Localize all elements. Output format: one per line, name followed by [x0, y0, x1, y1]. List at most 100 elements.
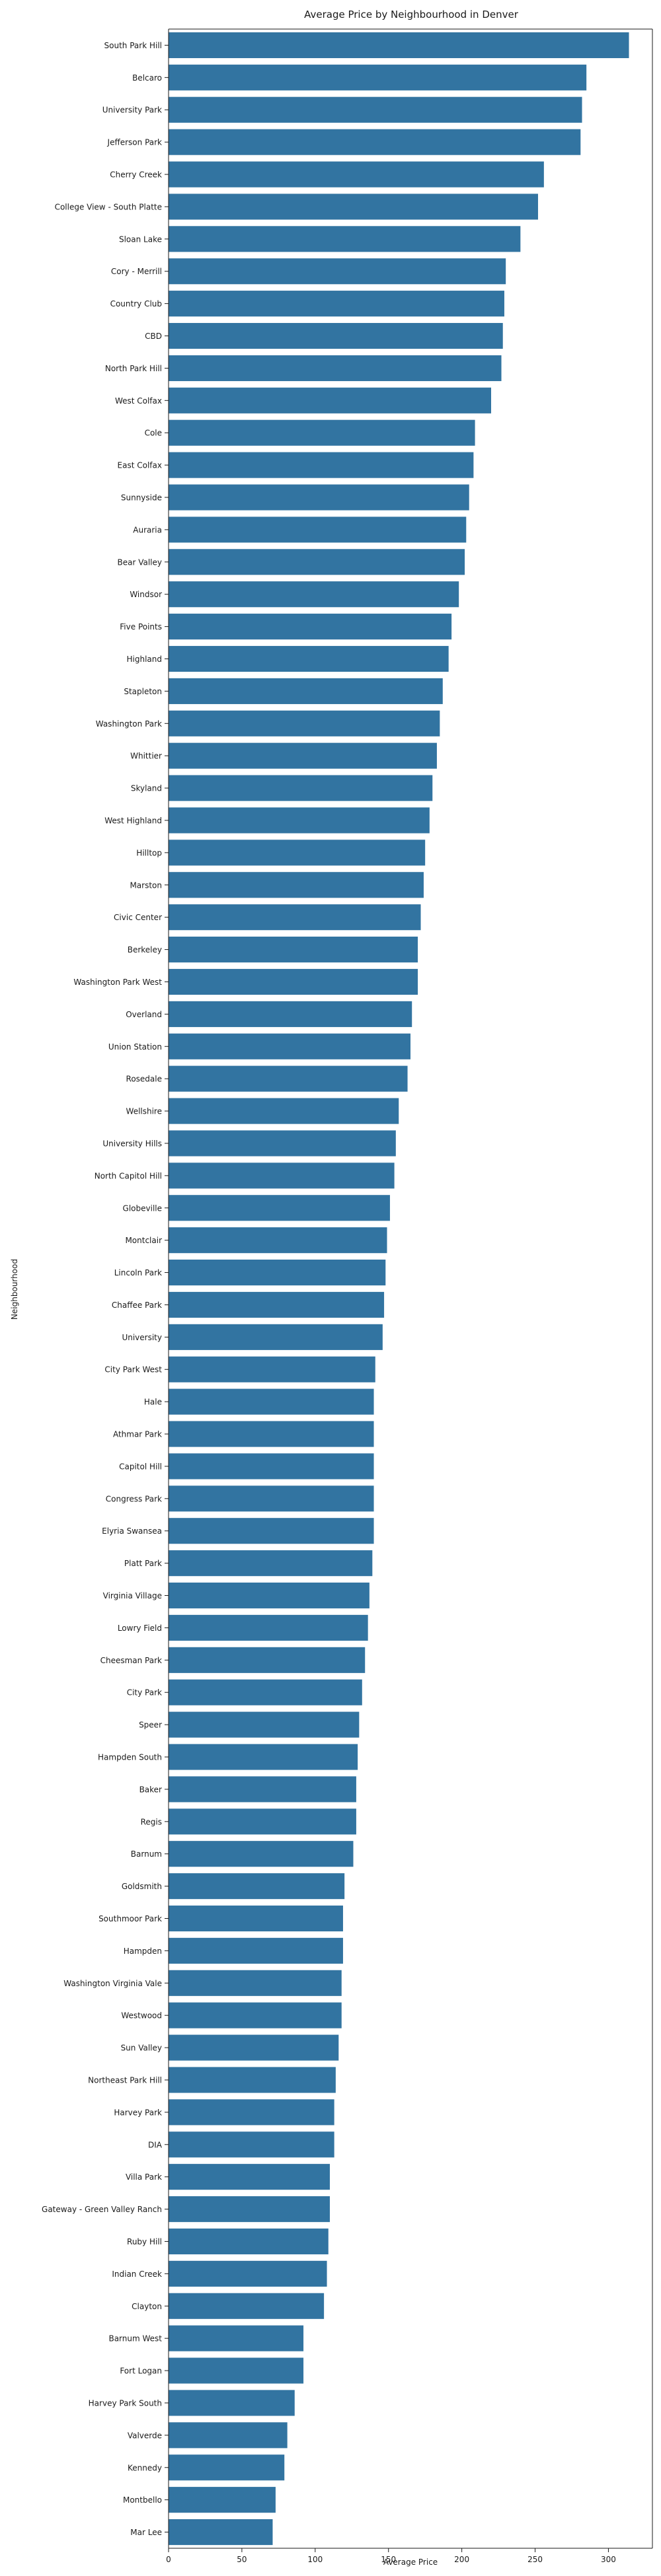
y-tick-label: CBD: [145, 332, 162, 341]
y-tick-label: Ruby Hill: [127, 2237, 162, 2246]
y-tick-label: Washington Virginia Vale: [63, 1979, 162, 1988]
y-tick-label: Lincoln Park: [114, 1268, 162, 1277]
bar: [169, 968, 418, 995]
y-tick-label: Harvey Park South: [89, 2398, 162, 2408]
y-tick-label: Belcaro: [132, 73, 162, 83]
y-tick-label: University Park: [102, 106, 162, 115]
y-tick-label: Cory - Merrill: [111, 267, 162, 276]
bar: [169, 64, 587, 90]
bar: [169, 872, 424, 898]
y-tick-label: North Capitol Hill: [95, 1171, 162, 1180]
bar: [169, 2260, 327, 2287]
y-tick-label: Washington Park West: [73, 978, 162, 987]
y-tick-label: University: [122, 1333, 162, 1342]
y-tick-label: Westwood: [121, 2011, 162, 2021]
bar: [169, 1259, 386, 1286]
y-tick-label: Whittier: [130, 752, 162, 761]
bar: [169, 1841, 354, 1867]
y-tick-label: Capitol Hill: [119, 1462, 162, 1471]
bar: [169, 937, 418, 963]
y-tick-label: Kennedy: [128, 2463, 162, 2472]
y-tick-label: Country Club: [110, 299, 162, 308]
y-tick-label: Harvey Park: [114, 2108, 162, 2117]
bar: [169, 1485, 374, 1512]
bar: [169, 2454, 285, 2481]
y-tick-label: Bear Valley: [118, 557, 163, 567]
y-tick-label: Goldsmith: [122, 1882, 162, 1891]
bar: [169, 1421, 374, 1447]
y-tick-label: Cole: [145, 429, 162, 438]
y-tick-label: Skyland: [131, 784, 162, 793]
y-tick-label: Elyria Swansea: [102, 1526, 162, 1536]
y-tick-label: Indian Creek: [112, 2270, 162, 2279]
y-tick-label: Hale: [144, 1398, 162, 1407]
bar: [169, 2519, 273, 2546]
bar: [169, 1033, 410, 1059]
y-tick-label: Fort Logan: [120, 2367, 162, 2376]
bar: [169, 2067, 336, 2093]
bar: [169, 517, 467, 543]
x-tick-label: 50: [237, 2555, 247, 2564]
bar: [169, 322, 503, 349]
x-tick-label: 200: [454, 2555, 469, 2564]
bar: [169, 645, 449, 672]
y-tick-label: Cheesman Park: [100, 1656, 162, 1665]
y-tick-label: Berkeley: [128, 945, 162, 954]
bar: [169, 549, 465, 575]
y-tick-label: Athmar Park: [113, 1430, 162, 1439]
bar: [169, 194, 538, 220]
bar: [169, 2357, 304, 2384]
bar: [169, 161, 544, 188]
bar: [169, 1356, 375, 1382]
y-tick-label: Sloan Lake: [119, 234, 162, 244]
bar: [169, 2293, 325, 2319]
bar: [169, 1873, 345, 1900]
bar: [169, 1001, 412, 1027]
y-tick-label: Northeast Park Hill: [88, 2075, 162, 2085]
bar: [169, 775, 433, 801]
y-tick-label: East Colfax: [118, 461, 162, 470]
bar: [169, 1582, 369, 1609]
y-tick-label: Lowry Field: [118, 1624, 162, 1633]
bar: [169, 1065, 408, 1092]
bar: [169, 2487, 276, 2513]
bar: [169, 1195, 390, 1221]
bar: [169, 581, 459, 608]
y-tick-label: Villa Park: [126, 2172, 162, 2182]
bar: [169, 678, 443, 704]
y-tick-label: Platt Park: [124, 1559, 162, 1568]
bar: [169, 2390, 295, 2416]
bar: [169, 1744, 358, 1770]
y-tick-label: Cherry Creek: [110, 170, 162, 180]
y-tick-label: Baker: [139, 1785, 162, 1794]
bar: [169, 2002, 342, 2028]
bar: [169, 291, 504, 317]
y-tick-label: Globeville: [123, 1203, 162, 1213]
bar: [169, 614, 452, 640]
bar: [169, 710, 440, 736]
bar: [169, 1163, 395, 1189]
y-tick-label: Washington Park: [96, 719, 162, 729]
bar: [169, 1098, 399, 1124]
bar: [169, 226, 521, 252]
bar: [169, 742, 437, 769]
axes: [168, 28, 653, 2549]
y-tick-label: Hampden: [124, 1947, 162, 1956]
bar: [169, 840, 426, 866]
y-tick-label: Virginia Village: [103, 1591, 162, 1600]
x-tick-label: 100: [307, 2555, 323, 2564]
bar: [169, 1647, 366, 1673]
y-tick-label: Mar Lee: [130, 2528, 162, 2537]
bar: [169, 1808, 356, 1835]
y-tick-label: Highland: [127, 655, 163, 664]
y-tick-label: Civic Center: [114, 913, 162, 922]
bar: [169, 1970, 342, 1996]
y-tick-label: Auraria: [133, 525, 162, 534]
y-tick-label: Union Station: [108, 1042, 162, 1052]
bar: [169, 1518, 374, 1544]
y-tick-label: Chaffee Park: [112, 1301, 162, 1310]
y-tick-label: City Park West: [104, 1365, 162, 1375]
x-axis-label: Average Price: [383, 2558, 438, 2567]
y-tick-label: Hampden South: [98, 1753, 162, 1762]
x-ticks: 0 50 100 150 200 250 300: [166, 2548, 616, 2564]
